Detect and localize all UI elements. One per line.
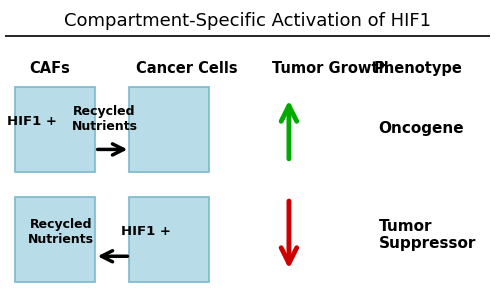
Text: Recycled
Nutrients: Recycled Nutrients [28,218,94,246]
Bar [14,87,95,172]
Text: Tumor
Suppressor: Tumor Suppressor [378,219,476,251]
Text: Phenotype: Phenotype [374,61,463,76]
Bar [129,87,209,172]
Text: Cancer Cells: Cancer Cells [136,61,238,76]
Text: HIF1 +: HIF1 + [7,116,56,128]
Text: CAFs: CAFs [30,61,70,76]
Text: Recycled
Nutrients: Recycled Nutrients [72,105,138,133]
Bar [129,197,209,282]
Text: Tumor Growth: Tumor Growth [272,61,389,76]
Text: Oncogene: Oncogene [378,120,464,136]
Bar [14,197,95,282]
Text: HIF1 +: HIF1 + [121,225,170,238]
Text: Compartment-Specific Activation of HIF1: Compartment-Specific Activation of HIF1 [64,12,431,30]
